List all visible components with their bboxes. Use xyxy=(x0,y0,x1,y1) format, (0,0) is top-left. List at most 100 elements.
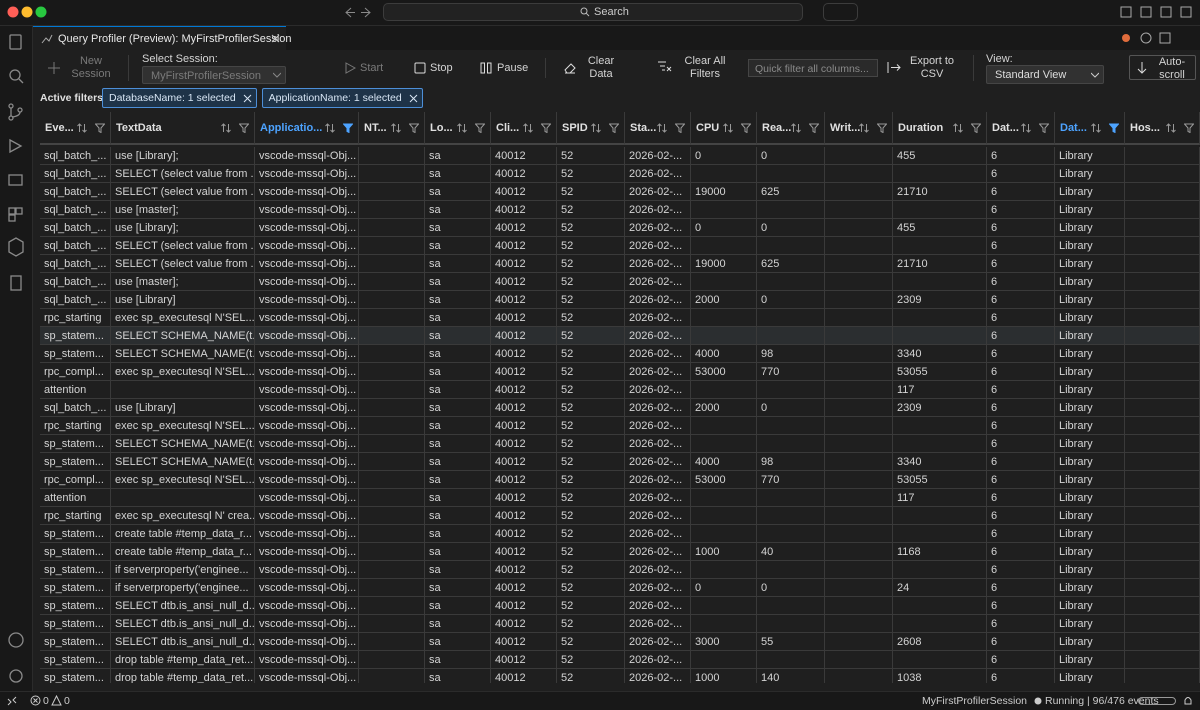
filter-icon[interactable] xyxy=(95,123,105,133)
session-dropdown[interactable]: MyFirstProfilerSession xyxy=(142,66,286,84)
event-row[interactable]: rpc_starting exec sp_executesql N' crea..… xyxy=(40,507,1200,525)
event-row[interactable]: sql_batch_... use [Library]; vscode-mssql-… xyxy=(40,147,1200,165)
event-row[interactable]: sp_statem... SELECT SCHEMA_NAME(t... vscod… xyxy=(40,453,1200,471)
filter-icon[interactable] xyxy=(1039,123,1049,133)
editor-tab[interactable]: Query Profiler (Preview): MyFirstProfile… xyxy=(33,26,292,50)
filter-icon[interactable] xyxy=(809,123,819,133)
event-row[interactable]: sp_statem... SELECT SCHEMA_NAME(t... vscod… xyxy=(40,435,1200,453)
pause-button[interactable]: Pause xyxy=(497,62,529,74)
editor-actions[interactable] xyxy=(1120,32,1176,45)
event-row[interactable]: sql_batch_... use [Library] vscode-mssql-O… xyxy=(40,399,1200,417)
activity-icons[interactable] xyxy=(0,26,32,691)
filter-chip[interactable]: DatabaseName: 1 selected xyxy=(102,88,257,108)
event-row[interactable]: rpc_compl... exec sp_executesql N'SEL... v… xyxy=(40,363,1200,381)
filter-icon[interactable] xyxy=(1184,123,1194,133)
event-row[interactable]: sp_statem... create table #temp_data_r...… xyxy=(40,543,1200,561)
column-header[interactable]: Duration xyxy=(893,112,987,145)
tab-close[interactable] xyxy=(271,34,280,43)
filter-icon[interactable] xyxy=(343,123,353,133)
event-row[interactable]: sql_batch_... use [master]; vscode-mssql-O… xyxy=(40,201,1200,219)
clear-all-filters-button[interactable]: Clear All Filters xyxy=(684,55,726,80)
event-row[interactable]: sp_statem... SELECT dtb.is_ansi_null_d...… xyxy=(40,633,1200,651)
sort-icon[interactable] xyxy=(1021,123,1031,133)
notifications-icon[interactable] xyxy=(1182,695,1194,707)
event-row[interactable]: sql_batch_... use [Library]; vscode-mssql-… xyxy=(40,219,1200,237)
filter-icon[interactable] xyxy=(541,123,551,133)
column-header[interactable]: Lo... xyxy=(425,112,491,145)
filter-icon[interactable] xyxy=(475,123,485,133)
column-header[interactable]: Dat... xyxy=(987,112,1055,145)
copilot-button[interactable] xyxy=(823,3,858,21)
new-session-button[interactable]: New Session xyxy=(71,55,111,80)
warning-count[interactable]: 0 xyxy=(64,695,70,707)
filter-icon[interactable] xyxy=(609,123,619,133)
column-header[interactable]: NT... xyxy=(359,112,425,145)
view-dropdown[interactable]: Standard View xyxy=(986,65,1104,84)
start-button[interactable]: Start xyxy=(360,62,384,74)
column-header[interactable]: CPU xyxy=(691,112,757,145)
column-header[interactable]: Cli... xyxy=(491,112,557,145)
remote-icon[interactable] xyxy=(7,696,17,706)
sort-icon[interactable] xyxy=(1166,123,1176,133)
error-count[interactable]: 0 xyxy=(43,695,49,707)
event-row[interactable]: rpc_starting exec sp_executesql N'SEL... v… xyxy=(40,417,1200,435)
event-row[interactable]: sp_statem... drop table #temp_data_ret...… xyxy=(40,651,1200,669)
event-row[interactable]: sp_statem... create table #temp_data_r...… xyxy=(40,525,1200,543)
event-row[interactable]: sql_batch_... SELECT (select value from .… xyxy=(40,183,1200,201)
sort-icon[interactable] xyxy=(1091,123,1101,133)
export-csv-button[interactable]: Export to CSV xyxy=(909,55,955,80)
stop-button[interactable]: Stop xyxy=(430,62,453,74)
filter-chip[interactable]: ApplicationName: 1 selected xyxy=(261,88,423,108)
sort-icon[interactable] xyxy=(591,123,601,133)
event-row[interactable]: sp_statem... if serverproperty('enginee..… xyxy=(40,561,1200,579)
event-row[interactable]: sp_statem... SELECT dtb.is_ansi_null_d...… xyxy=(40,597,1200,615)
event-row[interactable]: sp_statem... SELECT dtb.is_ansi_null_d...… xyxy=(40,615,1200,633)
event-row[interactable]: sql_batch_... SELECT (select value from .… xyxy=(40,165,1200,183)
column-header[interactable]: TextData xyxy=(111,112,255,145)
sort-icon[interactable] xyxy=(657,123,667,133)
sort-icon[interactable] xyxy=(791,123,801,133)
filter-icon[interactable] xyxy=(877,123,887,133)
column-header[interactable]: Eve... xyxy=(40,112,111,145)
column-header[interactable]: Hos... xyxy=(1125,112,1200,145)
event-row[interactable]: sql_batch_... SELECT (select value from .… xyxy=(40,255,1200,273)
event-row[interactable]: sql_batch_... SELECT (select value from .… xyxy=(40,237,1200,255)
sort-icon[interactable] xyxy=(457,123,467,133)
search-box[interactable]: Search xyxy=(383,3,803,21)
event-row[interactable]: rpc_compl... exec sp_executesql N'SEL... v… xyxy=(40,471,1200,489)
column-header[interactable]: Writ... xyxy=(825,112,893,145)
event-row[interactable]: sp_statem... SELECT SCHEMA_NAME(t... vscod… xyxy=(40,327,1200,345)
sort-icon[interactable] xyxy=(391,123,401,133)
sort-icon[interactable] xyxy=(325,123,335,133)
filter-icon[interactable] xyxy=(675,123,685,133)
event-row[interactable]: sp_statem... SELECT SCHEMA_NAME(t... vscod… xyxy=(40,345,1200,363)
status-session[interactable]: MyFirstProfilerSession xyxy=(922,695,1028,707)
column-header[interactable]: Rea... xyxy=(757,112,825,145)
filter-icon[interactable] xyxy=(1109,123,1119,133)
auto-scroll-button[interactable]: Auto-scroll xyxy=(1129,55,1196,81)
filter-icon[interactable] xyxy=(741,123,751,133)
event-row[interactable]: attention vscode-mssql-Obj... sa 40012 52 202… xyxy=(40,489,1200,507)
event-row[interactable]: sp_statem... drop table #temp_data_ret...… xyxy=(40,669,1200,683)
event-row[interactable]: sp_statem... if serverproperty('enginee..… xyxy=(40,579,1200,597)
event-row[interactable]: sql_batch_... use [Library] vscode-mssql-O… xyxy=(40,291,1200,309)
filter-icon[interactable] xyxy=(409,123,419,133)
filter-icon[interactable] xyxy=(239,123,249,133)
sort-icon[interactable] xyxy=(953,123,963,133)
traffic-lights[interactable] xyxy=(6,5,50,19)
sort-icon[interactable] xyxy=(859,123,869,133)
event-row[interactable]: sql_batch_... use [master]; vscode-mssql-O… xyxy=(40,273,1200,291)
event-row[interactable]: rpc_starting exec sp_executesql N'SEL... v… xyxy=(40,309,1200,327)
clear-data-button[interactable]: Clear Data xyxy=(587,55,615,80)
column-header[interactable]: SPID xyxy=(557,112,625,145)
column-header[interactable]: Sta... xyxy=(625,112,691,145)
sort-icon[interactable] xyxy=(523,123,533,133)
layout-icons[interactable] xyxy=(1120,6,1196,19)
nav-arrows[interactable] xyxy=(341,6,377,19)
sort-icon[interactable] xyxy=(723,123,733,133)
column-header[interactable]: Dat... xyxy=(1055,112,1125,145)
sort-icon[interactable] xyxy=(221,123,231,133)
sort-icon[interactable] xyxy=(77,123,87,133)
filter-icon[interactable] xyxy=(971,123,981,133)
quick-filter-input[interactable]: Quick filter all columns... xyxy=(748,59,878,77)
